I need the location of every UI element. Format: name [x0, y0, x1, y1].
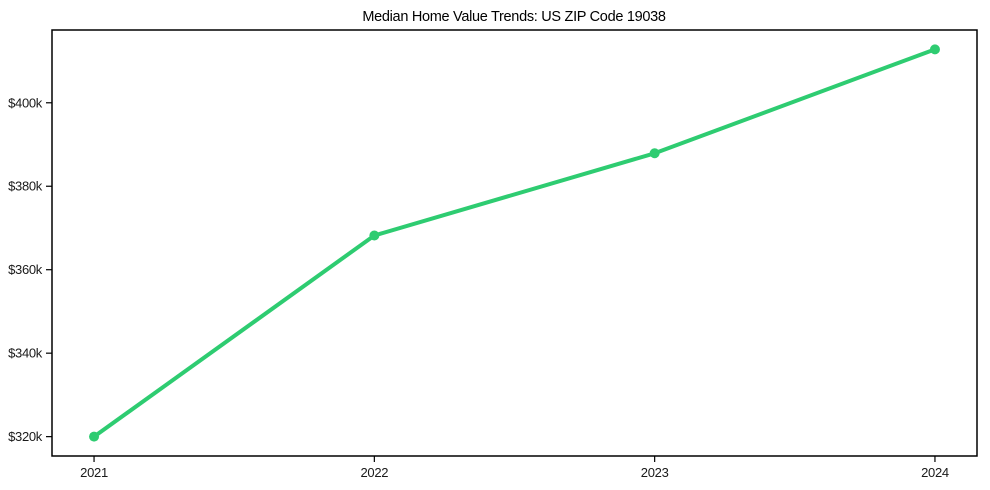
data-point-2022 [369, 230, 380, 241]
x-axis: 2021 2022 2023 2024 [80, 456, 949, 480]
chart-title: Median Home Value Trends: US ZIP Code 19… [362, 9, 666, 25]
x-tick-label: 2022 [360, 465, 388, 480]
y-tick-label: $380k [8, 179, 43, 194]
data-point-2024 [929, 44, 940, 55]
data-point-2023 [649, 148, 660, 159]
series-group [89, 44, 940, 442]
y-tick-label: $400k [8, 95, 43, 110]
y-axis: $320k $340k $360k $380k $400k [8, 95, 52, 444]
x-tick-label: 2024 [921, 465, 949, 480]
plot-border [51, 29, 978, 457]
y-tick-label: $320k [8, 429, 43, 444]
y-tick-label: $360k [8, 262, 43, 277]
line-series [92, 47, 937, 439]
y-tick-label: $340k [8, 346, 43, 361]
x-tick-label: 2023 [641, 465, 669, 480]
data-point-2021 [89, 431, 100, 442]
x-tick-label: 2021 [80, 465, 108, 480]
